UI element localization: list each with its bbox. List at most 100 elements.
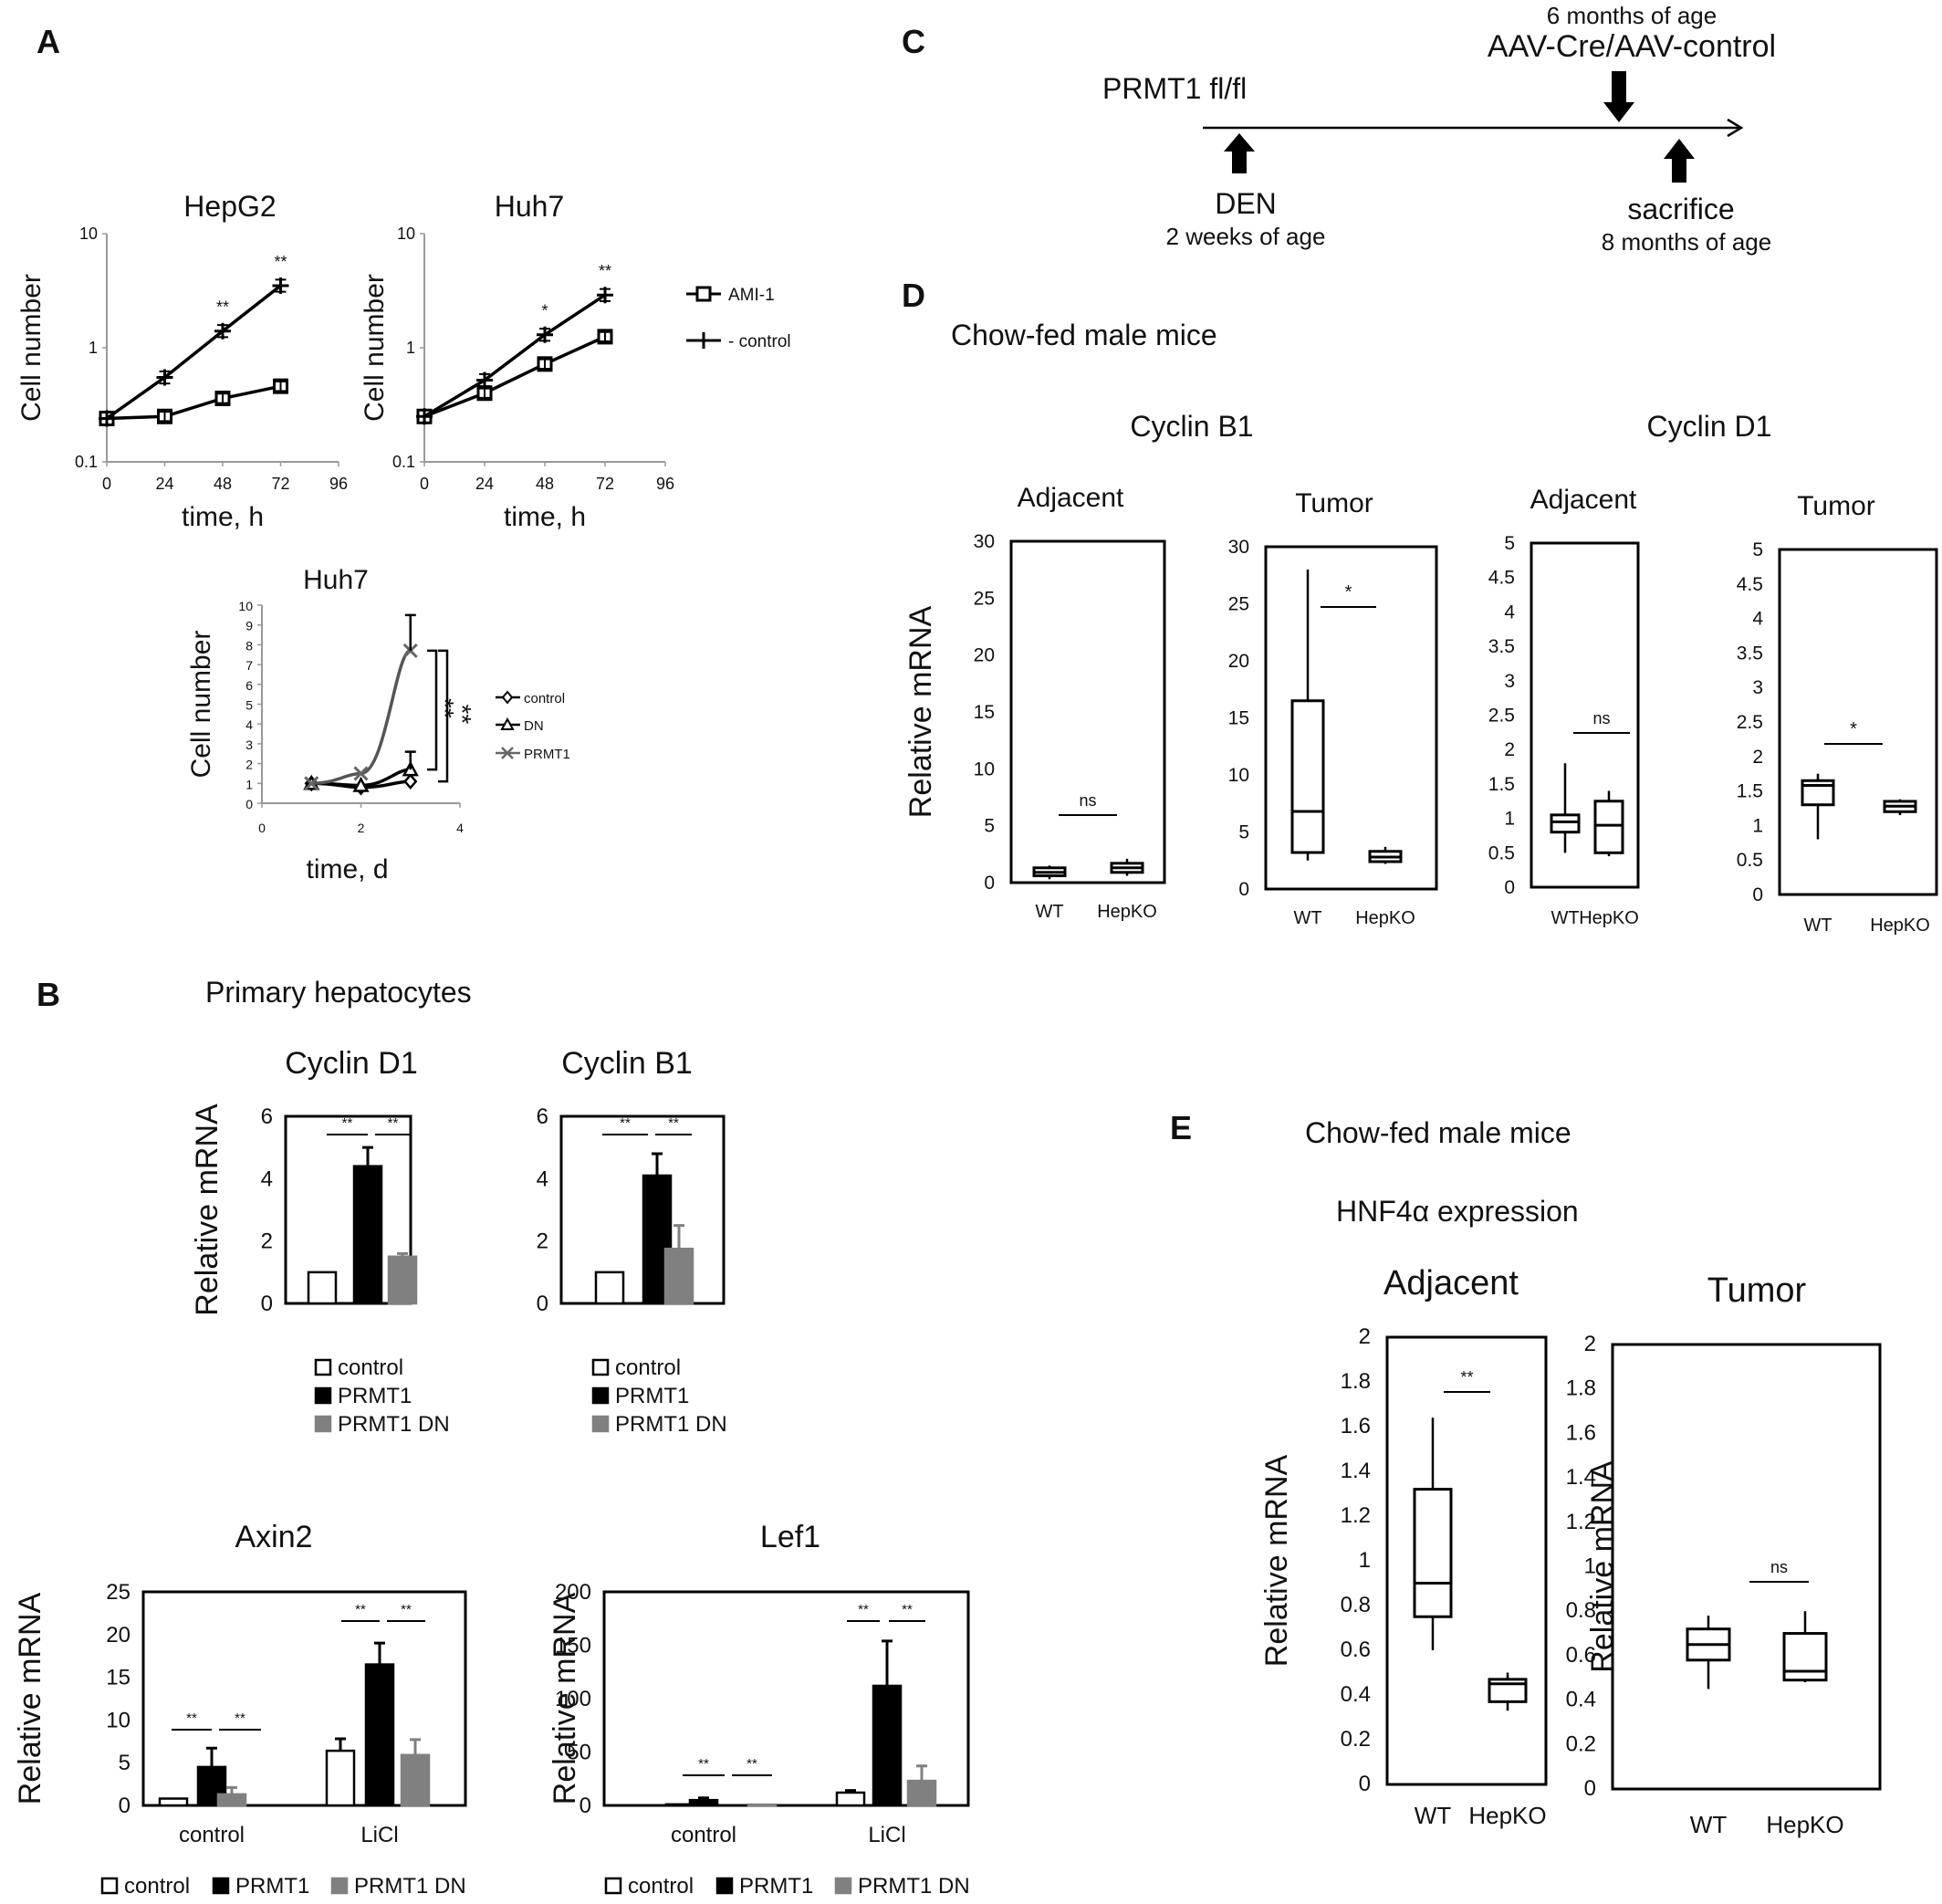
y-tick-label: 0.8 — [1341, 1593, 1371, 1617]
x-tick-label: 96 — [656, 475, 674, 493]
chart-title: Huh7 — [303, 565, 369, 595]
bar-prmt1-dn — [216, 1793, 247, 1807]
category-label: control — [671, 1823, 736, 1847]
y-tick-label: 7 — [245, 658, 253, 673]
y-tick-label: 0 — [984, 873, 995, 894]
legend-swatch — [314, 1415, 332, 1433]
y-tick-label: 20 — [106, 1623, 131, 1648]
legend-b4: control PRMT1 PRMT1 DN — [604, 1874, 970, 1899]
category-label: WT — [1035, 902, 1063, 922]
y-tick-label: 15 — [1228, 708, 1249, 729]
data-point — [352, 776, 370, 792]
x-tick-label: 0 — [102, 475, 111, 493]
y-tick-label: 0.5 — [1737, 850, 1763, 871]
category-label: HepKO — [1097, 902, 1157, 922]
y-tick-label: 1 — [1584, 1554, 1596, 1579]
plot-frame — [1009, 539, 1166, 884]
chart-d4: Tumor 0 0.5 1 1.5 2 2.5 3 3.5 4 4.5 5 WT HepKO * — [1737, 491, 1938, 936]
y-tick-label: 3 — [1504, 671, 1515, 692]
category-label: WT — [1550, 908, 1579, 928]
legend-b2: control PRMT1 PRMT1 DN — [591, 1355, 727, 1437]
chart-title: Adjacent — [1383, 1264, 1519, 1302]
series-line-ami-1 — [423, 335, 606, 418]
legend-label: control — [338, 1355, 403, 1380]
panel-e-heading: Chow-fed male mice — [1305, 1116, 1571, 1149]
y-tick-label: 4 — [537, 1166, 548, 1191]
chart-title: HepG2 — [183, 190, 276, 223]
y-tick-label: 25 — [1228, 594, 1249, 615]
y-axis-label: Relative mRNA — [190, 1104, 224, 1316]
y-tick-label: 200 — [555, 1580, 591, 1605]
bar-prmt1-dn — [663, 1247, 694, 1305]
legend-a-top: AMI-1 - control — [686, 286, 791, 351]
y-tick-label: 0 — [245, 797, 253, 811]
panel-e-subheading: HNF4α expression — [1336, 1195, 1579, 1228]
y-tick-label: 4.5 — [1488, 568, 1515, 589]
y-tick-label: 0 — [537, 1292, 548, 1316]
aav-arrow — [1603, 71, 1634, 122]
legend-swatch — [314, 1386, 332, 1405]
significance-mark: ** — [599, 262, 611, 280]
y-tick-label: 4 — [1504, 602, 1515, 622]
y-tick-label: 1.6 — [1341, 1414, 1371, 1438]
data-point — [304, 776, 319, 791]
legend-label: control — [615, 1355, 681, 1380]
legend-swatch — [715, 1877, 734, 1895]
chart-d3: Adjacent 0 0.5 1 1.5 2 2.5 3 3.5 4 4.5 5 WT HepKO ns — [1488, 485, 1640, 928]
y-tick-label: 4 — [261, 1166, 273, 1191]
y-tick-label: 0 — [261, 1292, 273, 1316]
series-line-prmt1 — [311, 649, 412, 786]
plot-frame — [1264, 545, 1438, 891]
category-label: LiCl — [360, 1823, 398, 1847]
significance-bracket — [427, 649, 438, 771]
y-tick-label: 6 — [537, 1104, 548, 1129]
legend-marker — [500, 717, 515, 730]
bar-prmt1 — [352, 1165, 383, 1305]
chart-title: Tumor — [1707, 1271, 1807, 1310]
legend-swatch — [591, 1358, 610, 1376]
plot-frame — [602, 1590, 970, 1807]
panel-label-b: B — [37, 976, 60, 1013]
error-bar — [600, 288, 611, 302]
y-axis-label: Cell number — [186, 631, 216, 779]
y-axis-label: Relative mRNA — [13, 1592, 47, 1805]
x-tick-label: 0 — [420, 475, 429, 493]
y-axis-label: Relative mRNA — [1259, 1454, 1294, 1667]
legend-label: control — [628, 1874, 694, 1899]
category-label: LiCl — [868, 1823, 905, 1847]
y-tick-label: 5 — [1504, 533, 1515, 554]
chart-b3: Axin2 0 5 10 15 20 25 Relative mRNA control LiCl *… — [13, 1520, 467, 1847]
y-tick-label: 9 — [245, 619, 253, 633]
y-tick-label: 4 — [245, 717, 253, 732]
chart-b2: Cyclin B1 0 2 4 6 ** ** — [537, 1046, 726, 1316]
significance-mark: ** — [355, 1602, 366, 1617]
error-bar — [206, 1746, 217, 1767]
y-tick-label: 6 — [261, 1104, 273, 1129]
error-bar — [217, 324, 228, 339]
sacrifice-age-label: 8 months of age — [1602, 228, 1771, 256]
y-tick-label: 20 — [1228, 651, 1249, 672]
y-tick-label: 0.5 — [1488, 842, 1515, 863]
legend-label: AMI-1 — [728, 286, 775, 305]
y-axis-label: Cell number — [360, 274, 390, 422]
y-tick-label: 0 — [1584, 1776, 1596, 1801]
y-tick-label: 1 — [406, 339, 415, 357]
bar-control — [325, 1749, 356, 1807]
y-tick-label: 1.5 — [1737, 781, 1763, 802]
significance-mark: ** — [620, 1115, 631, 1131]
y-tick-label: 10 — [974, 758, 995, 779]
bar-prmt1 — [364, 1663, 395, 1807]
significance-mark: ** — [342, 1115, 353, 1131]
plot-frame — [1778, 548, 1938, 896]
box-iqr — [1782, 1632, 1828, 1682]
x-tick-label: 96 — [329, 475, 348, 493]
cyclin-d1-group-title: Cyclin D1 — [1647, 410, 1772, 443]
y-tick-label: 5 — [119, 1751, 131, 1775]
significance-bracket — [438, 649, 449, 783]
y-tick-label: 0.6 — [1566, 1643, 1596, 1668]
chart-d2: Tumor 0 5 10 15 20 25 30 WT HepKO * — [1228, 488, 1438, 928]
x-tick-label: 0 — [258, 821, 266, 835]
legend-label: DN — [524, 718, 544, 734]
significance-mark: ** — [858, 1602, 869, 1617]
error-bar — [335, 1737, 346, 1752]
